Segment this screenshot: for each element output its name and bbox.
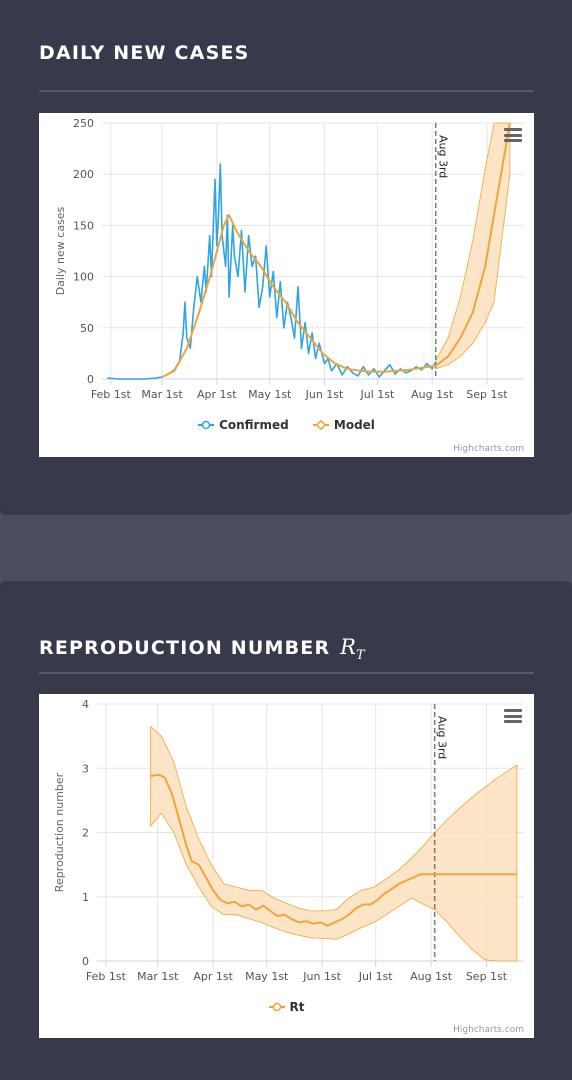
uncertainty-band — [150, 725, 518, 962]
y-axis-title: Daily new cases — [54, 206, 67, 295]
y-tick-label: 150 — [73, 219, 94, 232]
y-tick-label: 200 — [73, 168, 94, 181]
y-tick-label: 0 — [82, 955, 89, 968]
x-tick-label: May 1st — [245, 970, 289, 983]
title-divider — [39, 90, 534, 92]
legend-marker-confirmed-icon — [198, 420, 215, 430]
annotation-label: Aug 3rd — [436, 716, 449, 759]
legend-marker-rt-icon — [268, 1002, 285, 1012]
x-tick-label: Jul 1st — [358, 970, 393, 983]
legend-label-confirmed: Confirmed — [219, 418, 289, 432]
y-tick-label: 4 — [82, 698, 89, 711]
reproduction-number-svg: 0 1 2 3 4 Feb 1st Mar 1st Apr 1st May 1st Jun 1st… — [53, 698, 524, 983]
y-tick-label: 0 — [87, 373, 94, 386]
x-tick-label: Apr 1st — [197, 388, 237, 401]
series-line-model — [161, 122, 511, 378]
legend-item-model[interactable]: Model — [312, 418, 375, 432]
chart-legend: Confirmed Model — [39, 418, 534, 433]
legend-label-rt: Rt — [289, 1000, 305, 1014]
chart-credit[interactable]: Highcharts.com — [453, 444, 524, 454]
series-line-confirmed — [107, 163, 437, 380]
series-line-rt — [150, 773, 517, 927]
y-tick-label: 3 — [82, 762, 89, 775]
reproduction-number-chart: 0 1 2 3 4 Feb 1st Mar 1st Apr 1st May 1st Jun 1st… — [39, 694, 534, 1038]
daily-cases-title: DAILY NEW CASES — [39, 42, 250, 64]
daily-cases-chart: 0 50 100 150 200 250 Feb 1st Mar 1st Apr 1st May … — [39, 113, 534, 457]
y-tick-label: 100 — [73, 271, 94, 284]
x-tick-label: May 1st — [248, 388, 292, 401]
x-tick-label: Mar 1st — [141, 388, 183, 401]
chart-credit[interactable]: Highcharts.com — [453, 1025, 524, 1035]
x-tick-label: Sep 1st — [466, 388, 508, 401]
legend-item-confirmed[interactable]: Confirmed — [198, 418, 289, 432]
daily-cases-svg: 0 50 100 150 200 250 Feb 1st Mar 1st Apr 1st May … — [54, 117, 524, 401]
x-tick-label: Jun 1st — [305, 388, 344, 401]
x-tick-label: Sep 1st — [466, 970, 508, 983]
legend-marker-model-icon — [312, 420, 329, 430]
x-tick-label: Aug 1st — [411, 388, 454, 401]
reproduction-number-title: REPRODUCTION NUMBER RT — [39, 635, 365, 664]
title-divider — [39, 672, 534, 674]
y-tick-label: 250 — [73, 117, 94, 130]
x-tick-label: Mar 1st — [137, 970, 179, 983]
x-tick-label: Feb 1st — [86, 970, 127, 983]
x-tick-label: Jun 1st — [302, 970, 341, 983]
chart-legend: Rt — [39, 1000, 534, 1015]
y-tick-label: 2 — [82, 827, 89, 840]
legend-item-rt[interactable]: Rt — [268, 1000, 305, 1014]
x-tick-label: Aug 1st — [410, 970, 453, 983]
chart-menu-icon[interactable] — [504, 709, 522, 723]
y-tick-label: 50 — [80, 322, 94, 335]
uncertainty-band — [435, 122, 511, 370]
y-axis-title: Reproduction number — [53, 772, 66, 892]
daily-cases-card: DAILY NEW CASES 0 50 100 150 200 250 Feb 1st Ma… — [0, 0, 572, 515]
x-tick-label: Apr 1st — [193, 970, 233, 983]
y-tick-label: 1 — [82, 891, 89, 904]
x-tick-label: Jul 1st — [360, 388, 395, 401]
x-tick-label: Feb 1st — [91, 388, 132, 401]
rt-math-symbol: RT — [340, 635, 365, 664]
legend-label-model: Model — [333, 418, 375, 432]
chart-menu-icon[interactable] — [504, 128, 522, 142]
annotation-label: Aug 3rd — [437, 135, 450, 178]
reproduction-number-card: REPRODUCTION NUMBER RT 0 1 2 3 4 Feb 1st Mar 1… — [0, 581, 572, 1080]
